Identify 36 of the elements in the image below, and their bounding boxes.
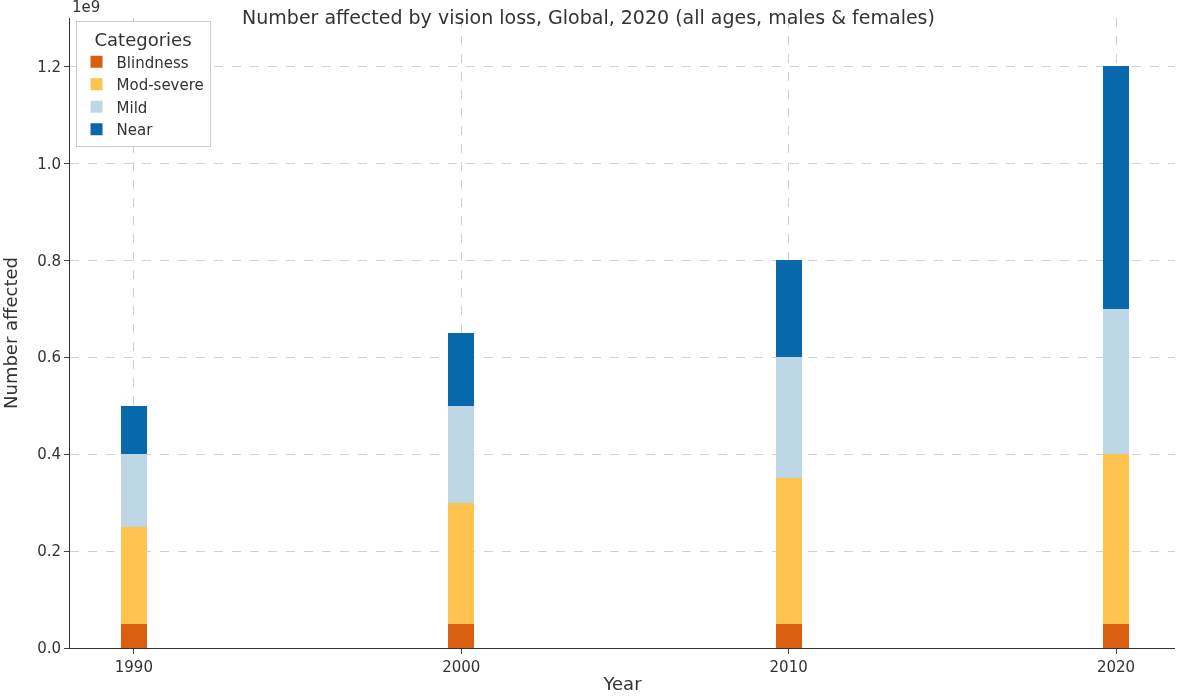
bar <box>120 526 147 624</box>
bar <box>120 623 147 648</box>
y-tick-label: 0.2 <box>37 542 61 561</box>
legend-label: Mild <box>116 98 148 117</box>
bar <box>1102 623 1130 648</box>
bar <box>1102 66 1130 309</box>
x-tick-label: 2000 <box>442 658 481 676</box>
y-tick-label: 0.0 <box>37 639 61 658</box>
legend-label: Blindness <box>116 53 189 72</box>
bar <box>120 405 147 455</box>
x-tick-label: 2020 <box>1096 658 1136 676</box>
bar <box>775 357 802 479</box>
y-tick-label: 1.2 <box>37 57 61 76</box>
y-tick-label: 0.6 <box>37 348 61 367</box>
bar <box>775 623 802 648</box>
bar <box>448 623 475 648</box>
bar <box>448 333 475 406</box>
bar <box>1102 308 1130 455</box>
x-tick-label: 2010 <box>769 658 808 676</box>
bar <box>775 260 802 358</box>
y-axis-title: Number affected <box>0 257 21 409</box>
x-tick-label: 1990 <box>114 658 153 676</box>
bar <box>775 478 802 624</box>
bar <box>448 502 475 624</box>
y-tick-label: 0.8 <box>37 251 61 270</box>
bar <box>448 405 475 503</box>
chart-title: Number affected by vision loss, Global, 2020 (all ages, males & females) <box>242 5 935 28</box>
bar <box>1102 454 1130 624</box>
y-tick-label: 0.4 <box>37 445 61 464</box>
bar <box>120 454 147 527</box>
x-axis-title: Year <box>602 673 643 695</box>
text: 1e9 <box>72 0 101 16</box>
y-tick-label: 1.0 <box>37 154 61 173</box>
legend-title: Categories <box>94 28 192 50</box>
legend-label: Near <box>116 121 154 140</box>
legend-label: Mod-severe <box>116 76 204 95</box>
